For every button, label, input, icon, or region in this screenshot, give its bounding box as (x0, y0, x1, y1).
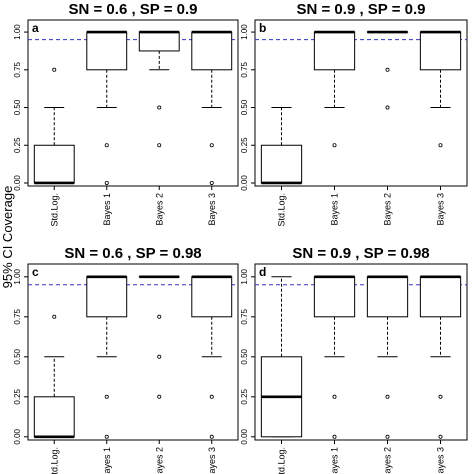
box-0 (33, 396, 75, 438)
panel-label-b: b (259, 21, 266, 35)
panel-label-a: a (32, 21, 39, 35)
outlier-point (157, 314, 162, 319)
outlier-point (385, 105, 390, 110)
outlier-point (332, 434, 337, 439)
outlier-point (209, 434, 214, 439)
outlier-point (385, 394, 390, 399)
outlier-point (209, 143, 214, 148)
outlier-point (52, 314, 57, 319)
box-1 (313, 31, 356, 71)
y-tick-label: 0.00 (13, 175, 22, 191)
panel-label-d: d (259, 265, 266, 279)
outlier-point (209, 394, 214, 399)
y-tick-label: 0.75 (13, 61, 22, 77)
category-label: Bayes 2 (154, 447, 164, 474)
outlier-point (332, 143, 337, 148)
y-tick-label: 0.00 (240, 175, 249, 191)
category-label: Bayes 1 (330, 447, 340, 474)
box-1 (86, 276, 128, 318)
category-label: Bayes 3 (207, 193, 217, 226)
y-tick-label: 0.25 (13, 137, 22, 153)
y-tick-label: 0.00 (13, 428, 22, 444)
outlier-point (438, 143, 443, 148)
outlier-point (332, 394, 337, 399)
plot-frame-b (254, 19, 468, 187)
category-label: Bayes 3 (207, 447, 217, 474)
category-label: Bayes 3 (436, 447, 446, 474)
outlier-point (52, 67, 57, 72)
category-label: Std.Log. (277, 447, 287, 474)
y-tick-label: 0.75 (13, 308, 22, 324)
category-label: Bayes 1 (102, 447, 112, 474)
y-axis-label: 95% CI Coverage (0, 186, 15, 289)
y-tick-label: 0.50 (240, 99, 249, 115)
outlier-point (104, 143, 109, 148)
panel-title-b: SN = 0.9 , SP = 0.9 (297, 1, 426, 18)
box-0 (260, 144, 303, 184)
box-1 (313, 276, 356, 318)
outlier-point (157, 143, 162, 148)
box-2 (366, 276, 409, 318)
outlier-point (104, 394, 109, 399)
box-2 (138, 31, 180, 52)
outlier-point (157, 105, 162, 110)
panel-title-d: SN = 0.9 , SP = 0.98 (292, 245, 429, 262)
plot-frame-d (254, 263, 468, 441)
y-tick-label: 0.50 (240, 348, 249, 364)
category-label: Bayes 1 (330, 193, 340, 226)
plot-frame-a (27, 19, 239, 187)
outlier-point (209, 180, 214, 185)
category-label: Bayes 2 (154, 193, 164, 226)
y-tick-label: 0.75 (240, 308, 249, 324)
y-tick-label: 0.50 (13, 99, 22, 115)
y-tick-label: 0.25 (240, 137, 249, 153)
outlier-point (157, 354, 162, 359)
outlier-point (385, 434, 390, 439)
category-label: Std.Log. (277, 193, 287, 227)
y-tick-label: 0.50 (13, 348, 22, 364)
y-tick-label: 0.25 (13, 388, 22, 404)
box-0 (33, 144, 75, 184)
category-label: Bayes 3 (436, 193, 446, 226)
panel-label-c: c (32, 265, 39, 279)
y-tick-label: 0.25 (240, 388, 249, 404)
box-3 (191, 31, 233, 71)
outlier-point (104, 180, 109, 185)
y-tick-label: 1.00 (240, 268, 249, 284)
panel-title-c: SN = 0.6 , SP = 0.98 (64, 245, 201, 262)
category-label: Bayes 1 (102, 193, 112, 226)
outlier-point (438, 394, 443, 399)
outlier-point (157, 394, 162, 399)
outlier-point (385, 67, 390, 72)
category-label: Bayes 2 (383, 447, 393, 474)
category-label: Std.Log. (49, 447, 59, 474)
y-tick-label: 1.00 (240, 24, 249, 40)
category-label: Bayes 2 (383, 193, 393, 226)
y-tick-label: 1.00 (13, 24, 22, 40)
panel-title-a: SN = 0.6 , SP = 0.9 (69, 1, 198, 18)
category-label: Std.Log. (49, 193, 59, 227)
box-3 (419, 31, 462, 71)
box-3 (191, 276, 233, 318)
outlier-point (438, 434, 443, 439)
y-tick-label: 0.75 (240, 61, 249, 77)
box-3 (419, 276, 462, 318)
y-tick-label: 0.00 (240, 428, 249, 444)
outlier-point (104, 434, 109, 439)
y-tick-label: 1.00 (13, 268, 22, 284)
plot-frame-c (27, 263, 239, 441)
box-1 (86, 31, 128, 71)
